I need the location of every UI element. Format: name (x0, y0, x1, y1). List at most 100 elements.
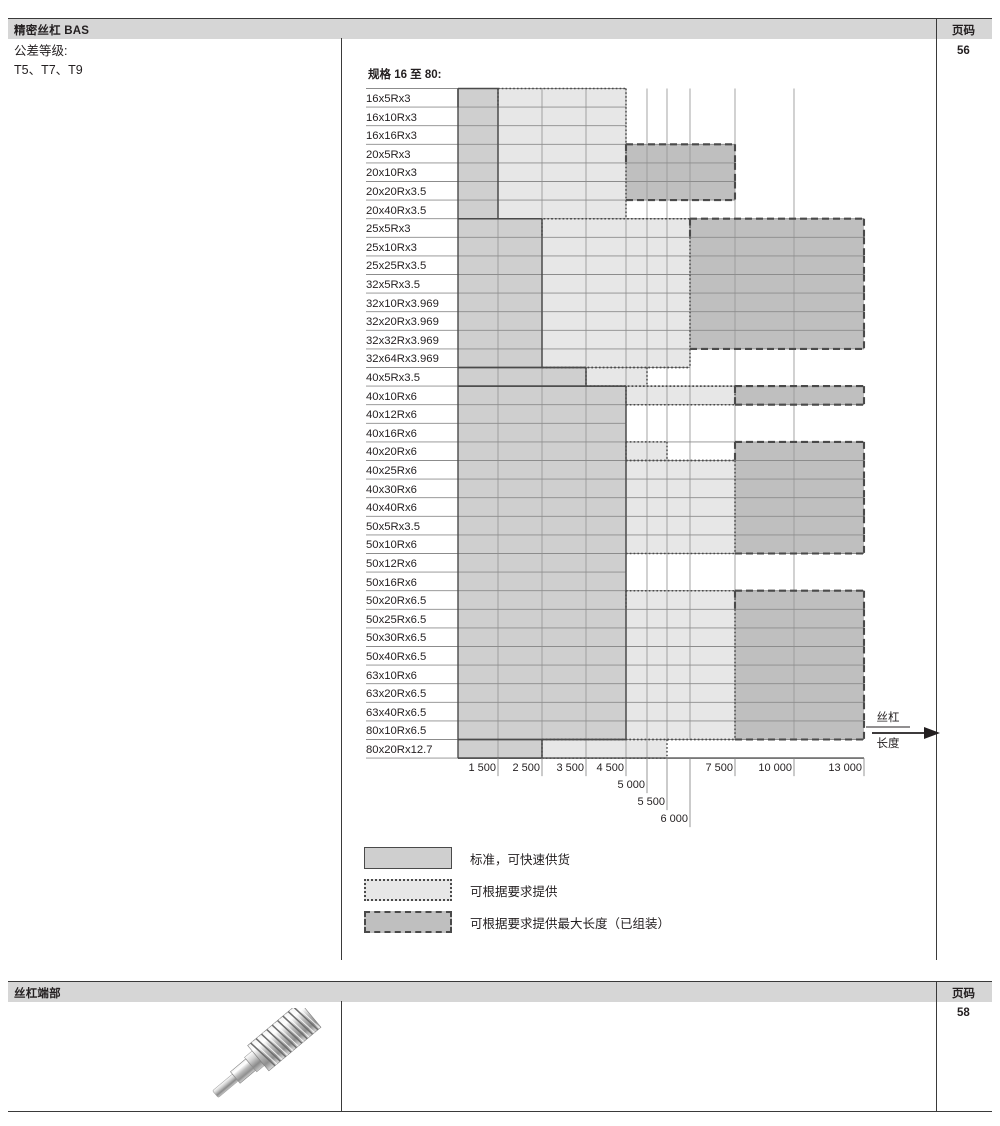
bar-segment-max-length (735, 441, 864, 461)
bar-segment-on-request (542, 218, 690, 238)
column-divider-right-2 (936, 981, 938, 1111)
chart-row-label: 50x16Rx6 (366, 576, 417, 589)
bar-segment-standard (458, 627, 626, 647)
legend-swatch-standard (364, 847, 452, 869)
chart-row-label: 63x20Rx6.5 (366, 688, 427, 701)
bar-segment-standard (458, 107, 498, 126)
chart-row-label: 50x5Rx3.5 (366, 520, 421, 533)
chart-gridlines (497, 88, 795, 759)
bar-segment-on-request (626, 460, 735, 480)
bar-segment-max-length (690, 274, 864, 294)
chart-row-label: 40x30Rx6 (366, 483, 417, 496)
tolerance-values: T5、T7、T9 (14, 63, 83, 77)
section-title-1: 精密丝杠 BAS (14, 25, 90, 37)
chart-row-label: 25x5Rx3 (366, 223, 411, 236)
chart-row-label: 40x16Rx6 (366, 427, 417, 440)
bar-segment-standard (458, 720, 626, 740)
bar-segment-on-request (542, 311, 690, 331)
bar-segment-on-request (498, 144, 626, 163)
chart-row-label: 50x25Rx6.5 (366, 613, 427, 626)
x-axis-tick-label: 1 500 (468, 762, 496, 774)
bar-outline (497, 87, 736, 759)
chart-row-label: 20x20Rx3.5 (366, 186, 427, 198)
bar-segment-standard (458, 572, 626, 591)
chart-row-label: 25x25Rx3.5 (366, 260, 427, 273)
chart-row-label: 40x10Rx6 (366, 390, 417, 403)
x-axis-tick-label: 13 000 (828, 762, 862, 774)
chart-row-label: 40x12Rx6 (366, 409, 417, 422)
chart-row-label: 16x5Rx3 (366, 93, 411, 105)
column-divider-right-1 (936, 18, 938, 960)
bar-outline (624, 143, 866, 741)
bar-segment-on-request (626, 646, 735, 666)
chart-row-label: 16x16Rx3 (366, 130, 417, 143)
bar-segment-max-length (690, 255, 864, 275)
bar-segment-on-request (542, 274, 690, 294)
bar-segment-standard (458, 702, 626, 721)
column-divider-left-2 (341, 1001, 343, 1111)
chart-row-label: 32x32Rx3.969 (366, 334, 439, 347)
bar-segment-standard (458, 237, 542, 256)
bar-segment-on-request (626, 516, 735, 535)
bar-segment-standard (458, 125, 498, 145)
bar-segment-max-length (735, 479, 864, 498)
bar-segment-max-length (735, 516, 864, 535)
chart-row-label: 40x20Rx6 (366, 446, 417, 459)
chart-row-label: 32x64Rx3.969 (366, 353, 439, 366)
bar-segment-standard (458, 516, 626, 535)
bar-segment-standard (458, 683, 626, 703)
bar-segment-standard (458, 200, 498, 219)
bar-segment-standard (458, 274, 542, 294)
chart-row-separators (366, 88, 864, 759)
bar-segment-on-request (626, 386, 735, 405)
x-axis-tick-label: 10 000 (758, 762, 792, 774)
bar-segment-max-length (626, 181, 735, 201)
x-axis-caption-line2: 长度 (876, 738, 900, 750)
bar-segment-standard (458, 386, 626, 405)
section-header-band-1: 精密丝杠 BAS 页码 (8, 18, 992, 39)
bar-segment-max-length (735, 646, 864, 666)
bar-segment-on-request (626, 497, 735, 517)
column-divider-left-1 (341, 38, 343, 960)
tolerance-block: 公差等级: T5、T7、T9 (14, 42, 83, 80)
legend-label-max-length: 可根据要求提供最大长度（已组装） (470, 917, 671, 931)
chart-row-label: 20x10Rx3 (366, 167, 417, 180)
section-title-2: 丝杠端部 (14, 988, 61, 1000)
bar-segment-on-request (542, 739, 667, 759)
bar-segment-standard (458, 665, 626, 684)
bar-segment-on-request (498, 125, 626, 145)
bar-segment-max-length (735, 386, 864, 405)
bar-segment-on-request (626, 609, 735, 628)
x-axis-tick-label: 5 500 (637, 796, 665, 808)
bar-segment-max-length (690, 237, 864, 256)
bar-segment-on-request (626, 683, 735, 703)
bar-segment-on-request (542, 255, 690, 275)
x-axis-tick-label: 2 500 (512, 762, 540, 774)
chart-row-label: 63x40Rx6.5 (366, 706, 427, 719)
bar-segment-on-request (498, 88, 626, 108)
chart-row-label: 40x25Rx6 (366, 465, 417, 477)
page-number-1: 56 (957, 45, 970, 57)
x-axis-caption-line1: 丝杠 (876, 712, 900, 724)
chart-row-label: 25x10Rx3 (366, 241, 417, 254)
bar-segment-on-request (626, 590, 735, 610)
bar-segment-standard (458, 460, 626, 480)
bar-segment-standard (458, 646, 626, 666)
screw-shaft-end-photo (196, 1001, 336, 1103)
bar-segment-max-length (735, 590, 864, 610)
bar-segment-standard (458, 311, 542, 331)
chart-row-label: 50x30Rx6.5 (366, 632, 427, 645)
bar-segment-max-length (735, 627, 864, 647)
bar-segment-max-length (735, 534, 864, 554)
chart-row-label: 50x40Rx6.5 (366, 651, 427, 663)
chart-row-label: 20x40Rx3.5 (366, 204, 427, 217)
chart-row-label: 20x5Rx3 (366, 148, 411, 161)
bar-segment-max-length (735, 460, 864, 480)
bar-segment-standard (458, 404, 626, 424)
legend-swatch-max-length (364, 911, 452, 933)
bar-segment-on-request (542, 237, 690, 256)
chart-row-label: 50x10Rx6 (366, 539, 417, 552)
chart-row-label: 63x10Rx6 (366, 669, 417, 682)
bar-segment-max-length (690, 293, 864, 312)
bar-segment-max-length (735, 683, 864, 703)
